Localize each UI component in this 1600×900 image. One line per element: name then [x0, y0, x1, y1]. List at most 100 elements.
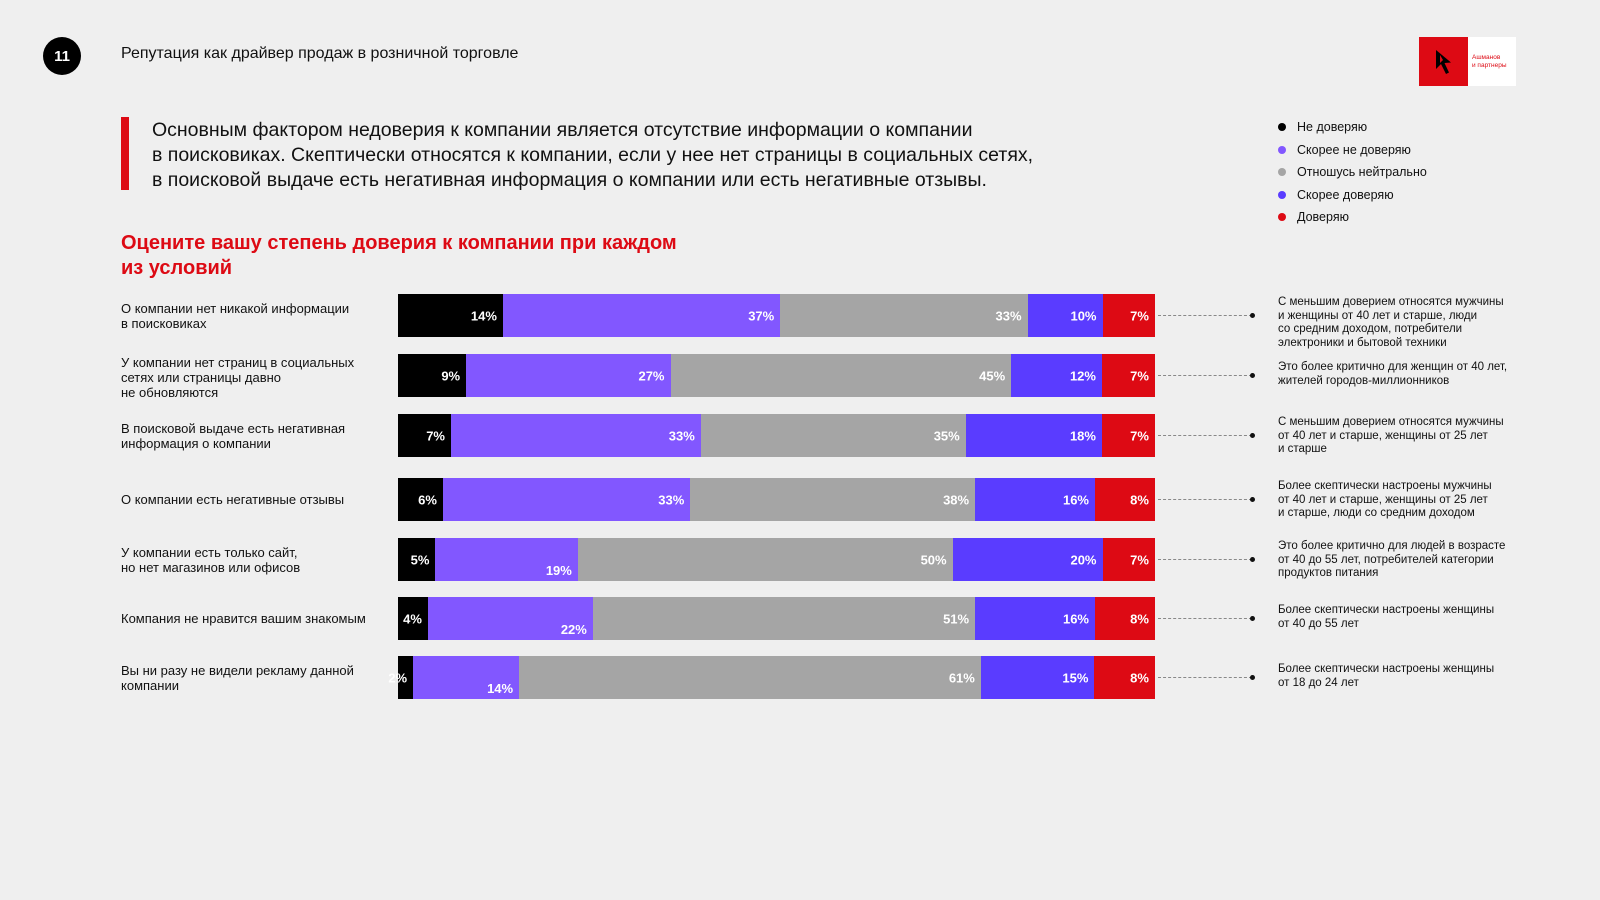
bar-segment: 16% [975, 597, 1095, 640]
bar-segment: 14% [413, 656, 520, 699]
category-label: У компании есть только сайт, но нет магаз… [121, 545, 391, 575]
annotation-line: от 18 до 24 лет [1278, 676, 1359, 689]
legend-item: Скорее доверяю [1278, 184, 1427, 207]
lead-line-2: в поисковиках. Скептически относятся к к… [152, 144, 1034, 166]
chart-legend: Не доверяю Скорее не доверяю Отношусь нейт… [1278, 116, 1427, 229]
bar-segment: 7% [1101, 414, 1155, 457]
connector-dot-icon [1250, 497, 1255, 502]
bar-value-label: 16% [1062, 492, 1089, 507]
connector-dot-icon [1250, 313, 1255, 318]
legend-dot-icon [1278, 123, 1286, 132]
bar-value-label: 6% [418, 492, 437, 507]
bar-segment: 61% [519, 656, 981, 699]
logo-text-line2: и партнеры [1472, 62, 1507, 69]
bar-segment: 5% [398, 538, 436, 581]
legend-item: Не доверяю [1278, 116, 1427, 139]
bar-value-label: 15% [1062, 670, 1089, 685]
logo-text-line1: Ашманов [1472, 54, 1501, 61]
bar-value-label: 18% [1069, 428, 1096, 443]
annotation-line: электроники и бытовой техники [1278, 336, 1447, 349]
connector-dot-icon [1250, 557, 1255, 562]
legend-label: Доверяю [1297, 210, 1349, 225]
legend-item: Отношусь нейтрально [1278, 161, 1427, 184]
chart-title-line1: Оцените вашу степень доверия к компании … [121, 232, 677, 254]
annotation-line: от 40 лет и старше, женщины от 25 лет [1278, 429, 1488, 442]
category-label: О компании нет никакой информации в поиск… [121, 301, 391, 331]
bar-value-label: 20% [1070, 552, 1097, 567]
category-label-line: информация о компании [121, 435, 271, 451]
legend-label: Скорее не доверяю [1297, 142, 1411, 157]
annotation-note: Более скептически настроены женщины от 18… [1278, 663, 1523, 690]
bar-segment: 8% [1094, 656, 1155, 699]
legend-dot-icon [1278, 213, 1286, 222]
dashed-connector [1158, 677, 1252, 678]
bar-segment: 12% [1011, 354, 1102, 397]
annotation-note: С меньшим доверием относятся мужчины и же… [1278, 296, 1523, 350]
bar-value-label: 9% [441, 368, 461, 383]
bar-value-label: 7% [426, 428, 445, 443]
legend-item: Скорее не доверяю [1278, 139, 1427, 162]
dashed-connector [1158, 499, 1252, 500]
bar-value-label: 2% [388, 670, 408, 685]
bar-segment: 8% [1095, 478, 1155, 521]
annotation-note: С меньшим доверием относятся мужчины от 4… [1278, 416, 1523, 457]
dashed-connector [1158, 435, 1252, 436]
bar-value-label: 16% [1062, 611, 1089, 626]
bar-value-label: 8% [1130, 492, 1149, 507]
bar-value-label: 7% [1130, 308, 1149, 323]
dashed-connector [1158, 559, 1252, 560]
bar-value-label: 50% [920, 552, 947, 567]
bar-value-label: 33% [668, 428, 695, 443]
category-label-line: в поисковиках [121, 315, 207, 331]
bar-segment: 20% [952, 538, 1103, 581]
stacked-bar: 5% 19% 50% 20% 7% [398, 538, 1155, 581]
category-label-line: не обновляются [121, 385, 219, 400]
bar-value-label: 14% [487, 681, 514, 696]
stacked-bar: 9% 27% 45% 12% 7% [398, 354, 1155, 397]
bar-segment: 37% [502, 294, 781, 337]
annotation-line: от 40 лет и старше, женщины от 25 лет [1278, 493, 1488, 506]
stacked-bar: 2% 14% 61% 15% 8% [388, 656, 1155, 699]
annotation-line: от 40 до 55 лет [1278, 617, 1359, 630]
annotation-line: Более скептически настроены мужчины [1278, 480, 1492, 492]
logo-text: Ашманов и партнеры [1468, 37, 1507, 86]
category-label: Компания не нравится вашим знакомым [121, 611, 391, 626]
bar-value-label: 7% [1130, 552, 1149, 567]
dashed-connector [1158, 375, 1252, 376]
bar-value-label: 12% [1069, 368, 1096, 383]
dashed-connector [1158, 315, 1252, 316]
bar-segment: 7% [398, 414, 451, 457]
bar-value-label: 37% [748, 308, 775, 323]
bar-value-label: 8% [1130, 670, 1149, 685]
bar-value-label: 4% [403, 611, 422, 626]
bar-value-label: 8% [1130, 611, 1149, 626]
category-label-line: У компании нет страниц в социальных [121, 355, 355, 370]
legend-label: Скорее доверяю [1297, 187, 1394, 202]
bar-segment: 45% [670, 354, 1012, 397]
bar-value-label: 61% [948, 670, 975, 685]
bar-segment: 33% [450, 414, 701, 457]
category-label-line: О компании нет никакой информации [121, 300, 350, 316]
bar-segment: 7% [1101, 354, 1155, 397]
category-label-line: О компании есть негативные отзывы [121, 492, 345, 507]
stacked-bar: 14% 37% 33% 10% 7% [398, 294, 1155, 337]
stacked-bar: 6% 33% 38% 16% 8% [398, 478, 1155, 521]
bar-segment: 15% [980, 656, 1095, 699]
bar-segment: 27% [466, 354, 671, 397]
bar-value-label: 45% [979, 368, 1006, 383]
category-label: У компании нет страниц в социальных сетях… [121, 355, 391, 400]
bar-segment: 33% [442, 478, 691, 521]
bar-segment: 35% [700, 414, 966, 457]
annotation-line: продуктов питания [1278, 567, 1379, 579]
category-label-line: В поисковой выдаче есть негативная [121, 420, 346, 436]
legend-label: Отношусь нейтрально [1297, 165, 1427, 180]
bar-value-label: 33% [658, 492, 685, 507]
dashed-connector [1158, 618, 1252, 619]
annotation-line: Это более критично для женщин от 40 лет, [1278, 361, 1508, 373]
category-label-line: но нет магазинов или офисов [121, 559, 301, 575]
page-number-badge: 11 [43, 37, 81, 75]
bar-segment: 18% [965, 414, 1102, 457]
category-label: О компании есть негативные отзывы [121, 492, 391, 507]
annotation-note: Это более критично для людей в возрасте о… [1278, 540, 1523, 581]
